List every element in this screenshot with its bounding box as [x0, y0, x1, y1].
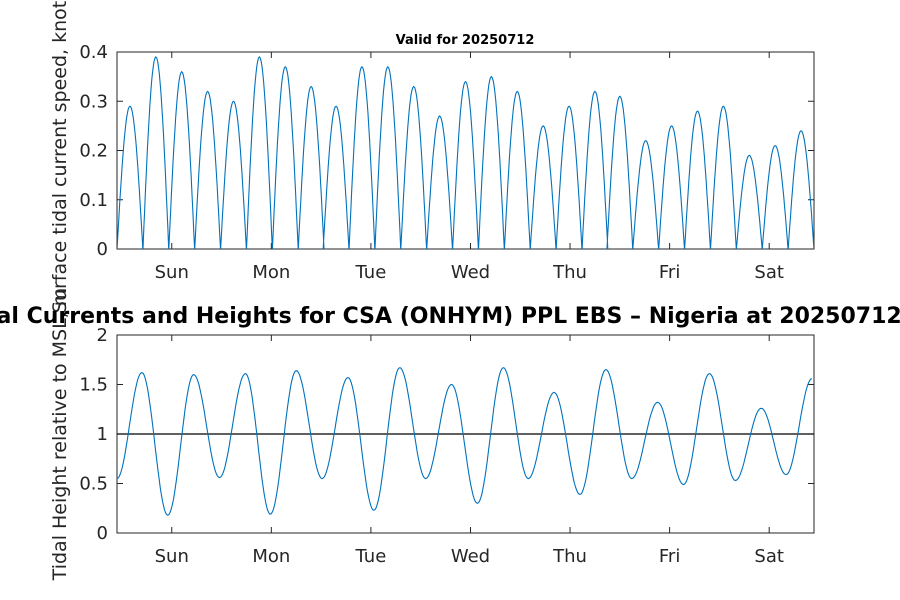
current-speed-point	[413, 86, 414, 87]
tidal-height-point	[193, 374, 194, 375]
current-speed-point	[697, 111, 698, 112]
top-ytick-label: 0.3	[79, 91, 108, 112]
bottom-xtick-label: Sat	[754, 546, 784, 567]
tidal-height-point	[683, 484, 684, 485]
top-xtick-label: Tue	[355, 262, 387, 283]
tidal-height-point	[709, 373, 710, 374]
top-ytick-label: 0	[97, 239, 108, 260]
current-speed-point	[336, 106, 337, 107]
tidal-height-point	[399, 367, 400, 368]
current-speed-point	[543, 125, 544, 126]
top-axes-box	[116, 51, 815, 250]
bottom-xtick-label: Tue	[355, 546, 387, 567]
current-speed-point	[671, 125, 672, 126]
tidal-height-point	[735, 480, 736, 481]
tidal-height-point	[219, 477, 220, 478]
top-xtick-label: Sun	[155, 262, 189, 283]
current-speed-point	[491, 76, 492, 77]
top-xtick-label: Sat	[754, 262, 784, 283]
tidal-height-point	[451, 384, 452, 385]
current-speed-chart: 0 0.1 0.2 0.3 0.4 Sun Mon Tue Wed Thu Fri Sat	[79, 42, 815, 283]
bottom-ytick-label: 0.5	[79, 474, 108, 495]
current-speed-point	[645, 140, 646, 141]
current-speed-point	[749, 155, 750, 156]
tidal-height-point	[373, 510, 374, 511]
tidal-height-point	[425, 478, 426, 479]
tidal-height-series	[117, 367, 813, 516]
tidal-height-point	[322, 478, 323, 479]
bottom-ytick-label: 2	[97, 325, 108, 346]
current-speed-point	[439, 115, 440, 116]
top-ytick-label: 0.2	[79, 141, 108, 162]
tidal-height-point	[116, 478, 117, 479]
tidal-height-point	[579, 494, 580, 495]
tidal-height-point	[270, 514, 271, 515]
figure-title: Tidal Currents and Heights for CSA (ONHY…	[0, 304, 900, 329]
current-speed-point	[285, 66, 286, 67]
tidal-height-point	[605, 369, 606, 370]
current-speed-point	[801, 130, 802, 131]
current-speed-point	[775, 145, 776, 146]
top-xtick-label: Wed	[451, 262, 490, 283]
current-speed-point	[233, 101, 234, 102]
current-speed-point	[311, 86, 312, 87]
tidal-height-point	[657, 402, 658, 403]
bottom-ytick-label: 1	[97, 424, 108, 445]
bottom-xtick-label: Sun	[155, 546, 189, 567]
tidal-height-point	[347, 377, 348, 378]
tidal-height-point	[786, 474, 787, 475]
tidal-height-point	[503, 367, 504, 368]
top-y-axis-label: Surface tidal current speed, knots	[49, 0, 71, 313]
current-speed-point	[259, 56, 260, 57]
tidal-height-point	[477, 503, 478, 504]
tidal-height-point	[811, 378, 812, 379]
current-speed-point	[155, 56, 156, 57]
tidal-height-point	[245, 373, 246, 374]
current-speed-point	[723, 106, 724, 107]
bottom-y-axis-label: Tidal Height relative to MSL, m	[49, 288, 71, 582]
current-speed-point	[387, 66, 388, 67]
tidal-height-chart: 0 0.5 1 1.5 2 Sun Mon Tue Wed Thu Fri Sat	[79, 325, 815, 567]
bottom-xtick-label: Wed	[451, 546, 490, 567]
tidal-height-point	[528, 478, 529, 479]
current-speed-point	[361, 66, 362, 67]
current-speed-point	[594, 91, 595, 92]
current-speed-point	[517, 91, 518, 92]
top-ytick-label: 0.4	[79, 42, 108, 63]
current-speed-point	[129, 106, 130, 107]
top-xtick-label: Mon	[252, 262, 290, 283]
tidal-height-point	[631, 478, 632, 479]
top-xtick-label: Thu	[552, 262, 587, 283]
current-speed-point	[465, 81, 466, 82]
bottom-xtick-label: Fri	[659, 546, 680, 567]
top-chart-title: Valid for 20250712	[396, 33, 535, 48]
tidal-height-point	[761, 408, 762, 409]
tidal-height-point	[167, 515, 168, 516]
current-speed-point	[181, 71, 182, 72]
current-speed-series	[117, 56, 814, 249]
current-speed-point	[569, 106, 570, 107]
current-speed-point	[619, 96, 620, 97]
current-speed-point	[207, 91, 208, 92]
tidal-height-point	[141, 372, 142, 373]
top-ytick-label: 0.1	[79, 190, 108, 211]
bottom-ytick-label: 0	[97, 523, 108, 544]
tidal-height-point	[296, 370, 297, 371]
bottom-ytick-label: 1.5	[79, 375, 108, 396]
bottom-xtick-label: Mon	[252, 546, 290, 567]
tidal-height-point	[554, 392, 555, 393]
bottom-xtick-label: Thu	[552, 546, 587, 567]
top-xtick-label: Fri	[659, 262, 680, 283]
